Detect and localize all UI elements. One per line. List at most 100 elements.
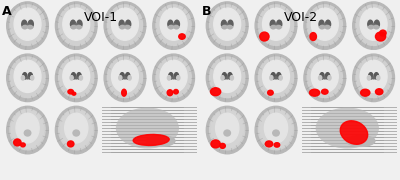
Ellipse shape (356, 5, 391, 46)
Ellipse shape (126, 25, 130, 29)
Ellipse shape (271, 73, 275, 79)
Ellipse shape (270, 26, 282, 28)
Ellipse shape (210, 88, 221, 96)
Ellipse shape (274, 143, 280, 147)
Ellipse shape (59, 57, 94, 98)
Ellipse shape (222, 25, 226, 29)
Ellipse shape (310, 33, 316, 40)
Ellipse shape (59, 5, 94, 46)
Ellipse shape (167, 90, 173, 96)
Ellipse shape (271, 25, 275, 29)
Ellipse shape (70, 20, 76, 28)
Ellipse shape (124, 77, 126, 79)
Ellipse shape (260, 110, 292, 148)
Ellipse shape (177, 76, 180, 80)
Ellipse shape (70, 76, 73, 80)
Ellipse shape (368, 26, 379, 28)
Ellipse shape (10, 5, 45, 46)
Ellipse shape (369, 25, 373, 29)
Ellipse shape (119, 76, 122, 80)
Ellipse shape (374, 25, 378, 29)
Ellipse shape (146, 136, 175, 146)
Ellipse shape (277, 20, 282, 28)
Ellipse shape (71, 26, 82, 28)
Ellipse shape (68, 89, 74, 94)
Ellipse shape (10, 109, 45, 150)
Ellipse shape (270, 76, 273, 80)
Ellipse shape (172, 24, 176, 26)
Ellipse shape (14, 8, 41, 40)
Ellipse shape (63, 8, 90, 40)
Ellipse shape (77, 73, 81, 79)
Ellipse shape (279, 76, 282, 80)
Ellipse shape (28, 25, 32, 29)
Ellipse shape (226, 77, 228, 79)
Ellipse shape (56, 54, 97, 102)
Ellipse shape (216, 113, 239, 143)
Ellipse shape (311, 60, 338, 93)
Ellipse shape (71, 73, 76, 79)
Ellipse shape (30, 76, 34, 80)
Ellipse shape (168, 20, 173, 28)
Ellipse shape (221, 76, 224, 80)
Ellipse shape (265, 141, 273, 147)
Ellipse shape (228, 73, 232, 79)
Ellipse shape (307, 5, 342, 46)
Ellipse shape (104, 2, 146, 50)
Ellipse shape (156, 5, 191, 46)
Ellipse shape (28, 73, 32, 79)
Ellipse shape (206, 2, 248, 50)
Ellipse shape (7, 54, 48, 102)
Ellipse shape (372, 24, 376, 26)
Ellipse shape (322, 89, 328, 94)
Ellipse shape (59, 109, 94, 150)
Ellipse shape (72, 92, 76, 95)
Ellipse shape (275, 77, 277, 79)
Ellipse shape (210, 5, 245, 46)
Ellipse shape (225, 24, 229, 26)
Ellipse shape (377, 76, 380, 80)
Ellipse shape (153, 54, 194, 102)
Ellipse shape (214, 8, 241, 40)
Text: VOI-2: VOI-2 (284, 11, 318, 24)
Ellipse shape (174, 25, 178, 29)
Ellipse shape (222, 73, 226, 79)
Ellipse shape (258, 5, 294, 46)
Ellipse shape (210, 109, 245, 150)
Ellipse shape (126, 73, 130, 79)
Ellipse shape (210, 57, 245, 98)
Ellipse shape (206, 106, 248, 154)
Ellipse shape (211, 140, 220, 148)
Ellipse shape (172, 77, 175, 79)
Ellipse shape (68, 141, 74, 147)
Ellipse shape (14, 112, 41, 145)
Ellipse shape (273, 130, 279, 136)
Ellipse shape (255, 106, 297, 154)
Ellipse shape (220, 143, 225, 148)
Ellipse shape (65, 113, 88, 143)
Ellipse shape (311, 8, 338, 40)
Ellipse shape (304, 54, 346, 102)
Ellipse shape (228, 20, 233, 28)
Ellipse shape (277, 25, 281, 29)
Ellipse shape (310, 89, 320, 96)
Ellipse shape (258, 57, 294, 98)
Ellipse shape (63, 60, 90, 93)
Ellipse shape (174, 20, 180, 28)
Ellipse shape (112, 60, 138, 93)
Text: B: B (202, 5, 212, 18)
Ellipse shape (60, 110, 92, 148)
Ellipse shape (262, 8, 290, 40)
Ellipse shape (346, 136, 375, 146)
Ellipse shape (160, 8, 187, 40)
Ellipse shape (376, 89, 383, 95)
Ellipse shape (222, 20, 226, 28)
Ellipse shape (16, 113, 39, 143)
Ellipse shape (326, 20, 331, 28)
Ellipse shape (107, 5, 142, 46)
Ellipse shape (73, 130, 80, 136)
Ellipse shape (23, 73, 27, 79)
Ellipse shape (169, 73, 173, 79)
Ellipse shape (316, 108, 378, 148)
Ellipse shape (21, 76, 24, 80)
